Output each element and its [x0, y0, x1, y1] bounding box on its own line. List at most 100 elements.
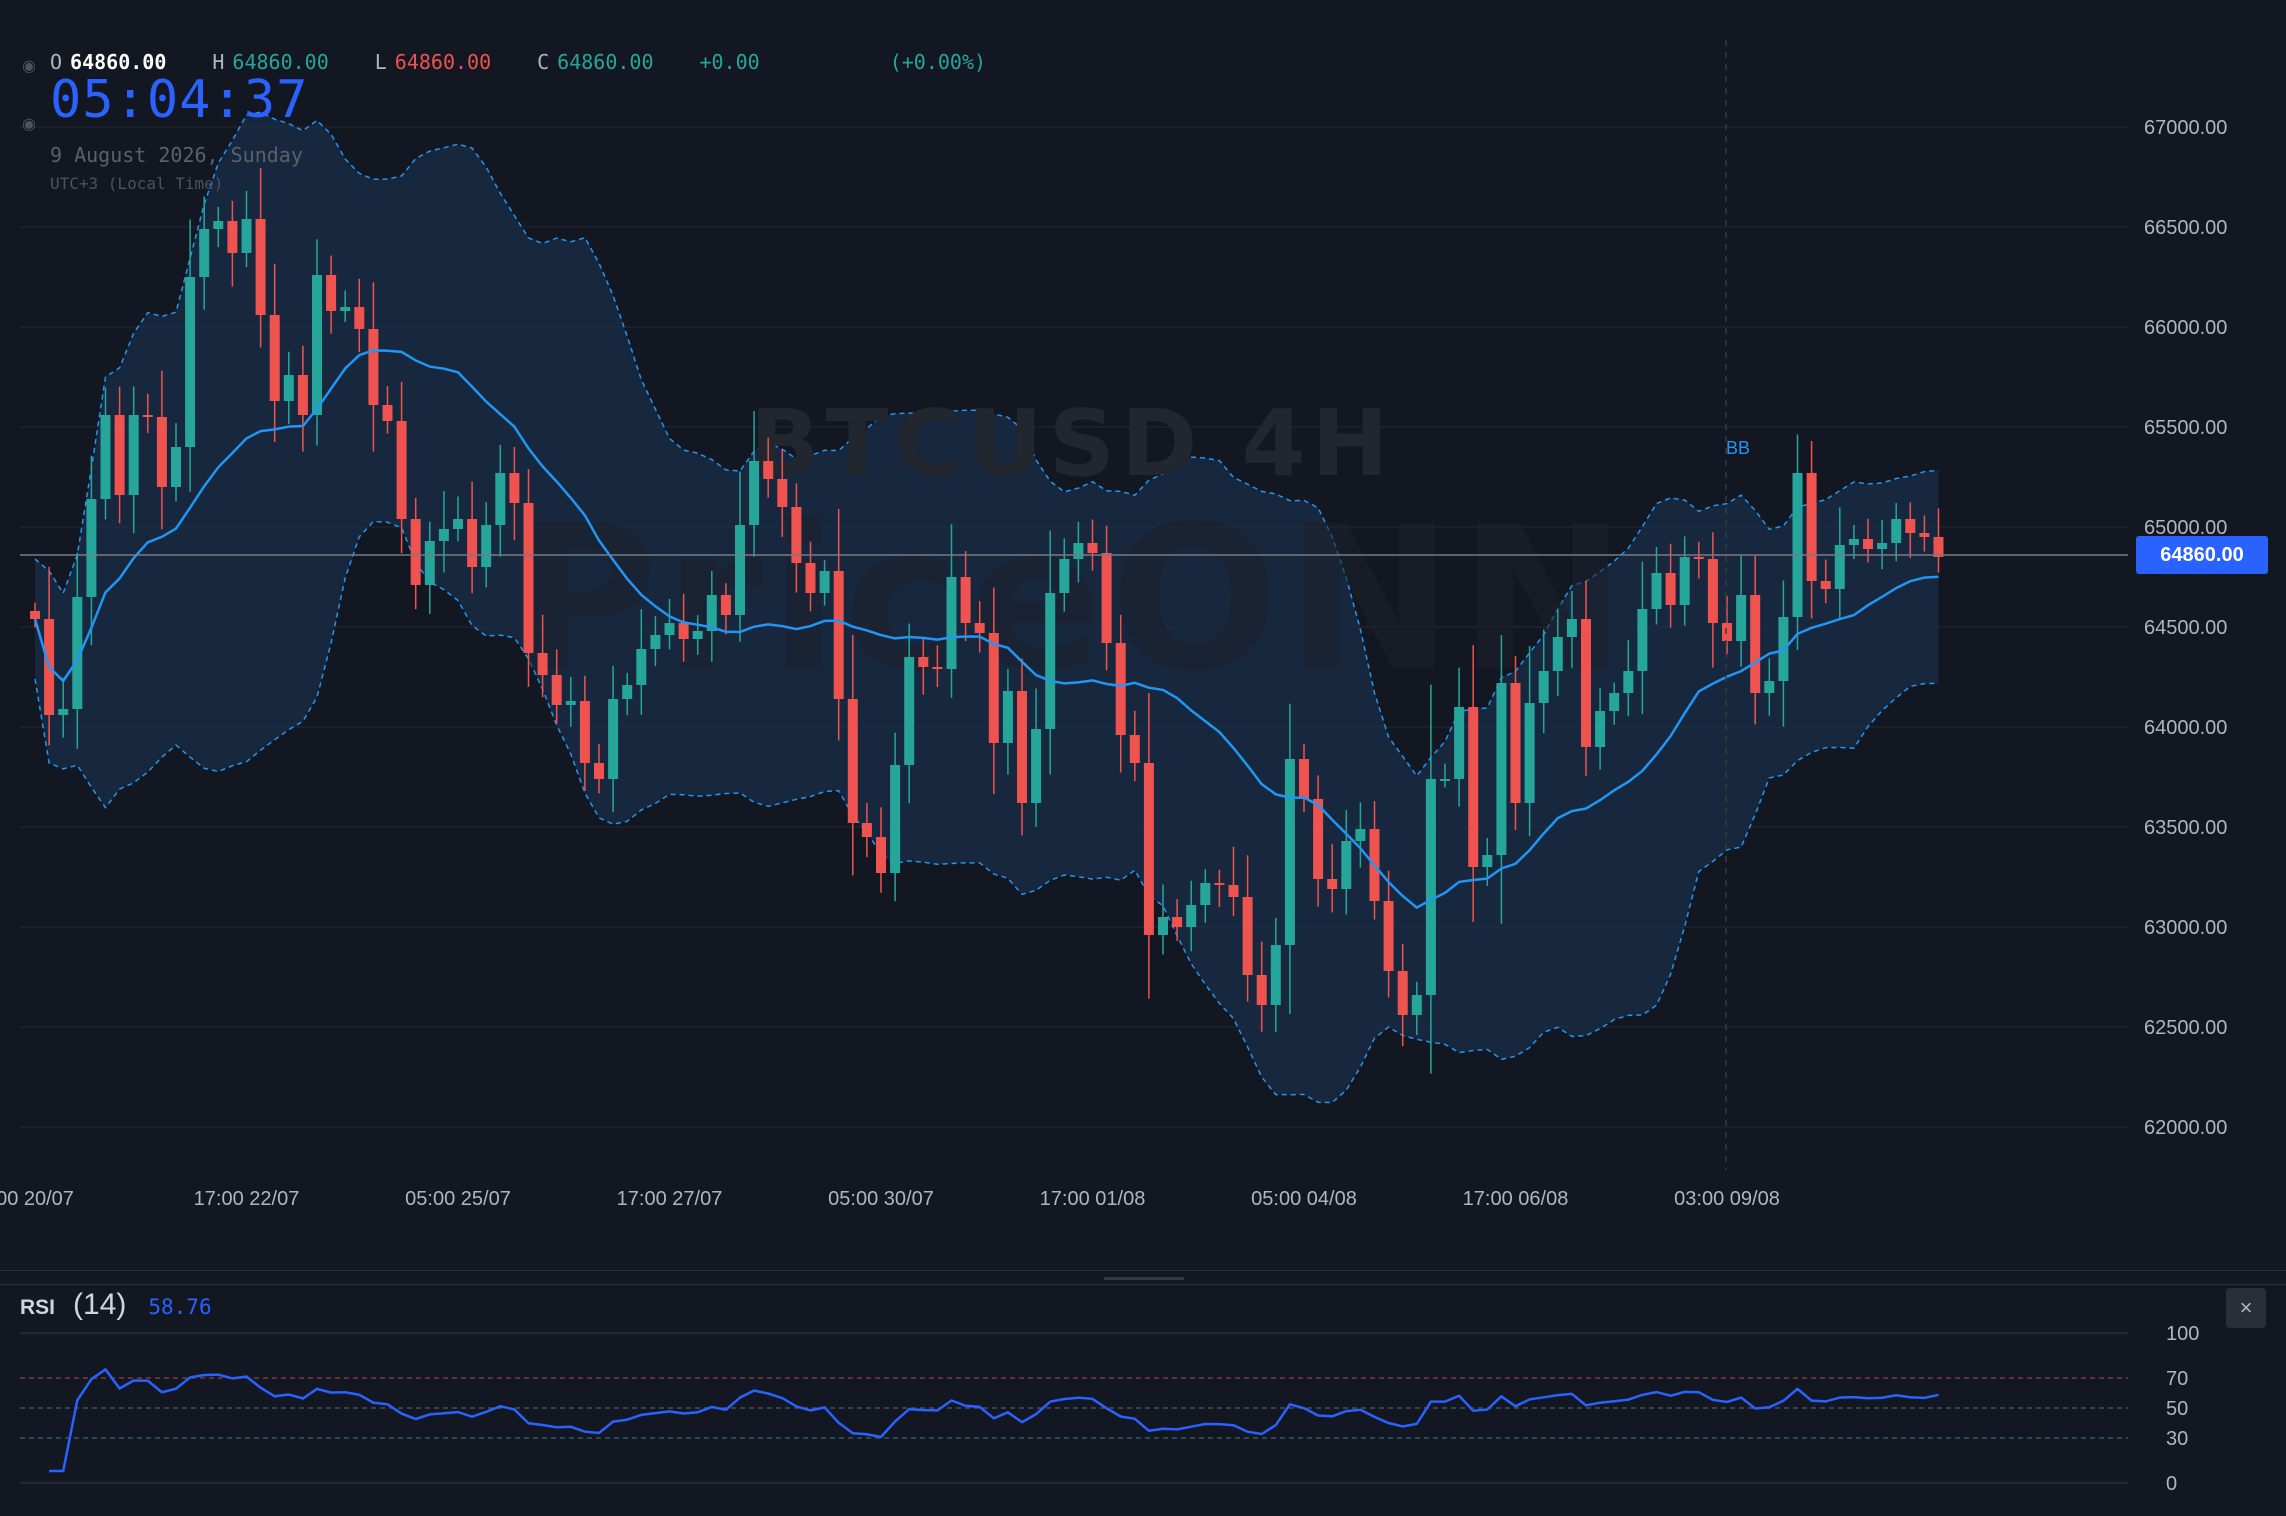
candle-body — [551, 675, 562, 705]
candle-body — [509, 473, 520, 503]
candle-body — [876, 837, 886, 873]
close-value: 64860.00 — [557, 50, 654, 74]
eye-icon[interactable]: ◉ — [22, 58, 36, 75]
price-tick-label: 63000.00 — [2144, 917, 2227, 939]
open-label: O — [50, 50, 63, 74]
high-value: 64860.00 — [232, 50, 329, 74]
rsi-tick-label: 50 — [2166, 1398, 2188, 1420]
candle-body — [1905, 519, 1916, 533]
price-tick-label: 62000.00 — [2144, 1117, 2227, 1139]
ma-line — [33, 349, 1939, 910]
candles — [30, 167, 1944, 1074]
close-icon[interactable]: × — [2226, 1288, 2266, 1328]
price-tick-label: 64500.00 — [2144, 617, 2227, 639]
band-fill — [35, 112, 1939, 1103]
candle-body — [396, 421, 407, 519]
candle-body — [100, 415, 111, 499]
candle-body — [918, 657, 929, 667]
time-tick-label: 17:00 01/08 — [1040, 1188, 1146, 1210]
price-chart[interactable]: BTCUSD 4H PriceONN 67000.00 66500.00 66000… — [0, 0, 2286, 1270]
candle-body — [932, 667, 943, 669]
candle-body — [1877, 543, 1888, 549]
candle-body — [692, 631, 703, 639]
candle-body — [297, 375, 308, 415]
pane-divider[interactable] — [0, 1270, 2286, 1285]
resize-handle[interactable] — [1104, 1277, 1184, 1280]
rsi-title: RSI — [20, 1296, 56, 1319]
clock-date: 9 August 2026, Sunday — [50, 143, 303, 167]
candle-body — [1087, 543, 1098, 553]
time-axis[interactable]: 00 20/07 17:00 22/07 05:00 25/07 17:00 27/0… — [0, 1188, 1780, 1210]
candle-body — [890, 765, 901, 873]
candle-body — [156, 417, 167, 487]
candle-body — [354, 307, 365, 329]
high-label: H — [212, 50, 225, 74]
candle-body — [847, 699, 858, 823]
candle-body — [1736, 595, 1747, 641]
rsi-chart[interactable]: 100 70 50 30 0 — [0, 1285, 2286, 1516]
candle-body — [1440, 779, 1450, 781]
price-tick-label: 66000.00 — [2144, 317, 2227, 339]
candle-body — [1806, 473, 1817, 581]
candle-body — [1609, 693, 1620, 711]
candle-body — [1270, 945, 1281, 1005]
time-tick-label: 17:00 22/07 — [194, 1188, 300, 1210]
candle-body — [438, 529, 449, 541]
candle-body — [1595, 711, 1606, 747]
candle-body — [199, 229, 210, 277]
candle-body — [1891, 519, 1902, 543]
candle-body — [537, 653, 548, 675]
candle-body — [1327, 879, 1338, 889]
price-axis[interactable]: 67000.00 66500.00 66000.00 65500.00 65000.00… — [2144, 117, 2227, 1139]
candle-body — [1073, 543, 1084, 559]
candle-body — [1679, 557, 1690, 605]
candle-body — [1919, 533, 1930, 537]
candle-body — [1834, 545, 1845, 589]
candle-body — [410, 519, 421, 585]
candle-body — [227, 221, 238, 253]
candle-body — [777, 479, 788, 507]
candle-body — [1383, 901, 1394, 971]
bb-label: BB — [1726, 438, 1750, 458]
candle-body — [1101, 553, 1112, 643]
price-tick-label: 62500.00 — [2144, 1017, 2227, 1039]
time-tick-label: 05:00 25/07 — [405, 1188, 511, 1210]
candle-body — [579, 701, 590, 763]
change-percent: (+0.00%) — [889, 50, 987, 74]
rsi-tick-label: 70 — [2166, 1368, 2188, 1390]
eye-icon[interactable]: ◉ — [22, 116, 36, 133]
candle-body — [819, 571, 830, 593]
candle-body — [650, 635, 661, 649]
price-tick-label: 63500.00 — [2144, 817, 2227, 839]
candle-body — [171, 447, 181, 487]
candle-body — [1115, 643, 1126, 735]
time-tick-label: 17:00 06/08 — [1463, 1188, 1569, 1210]
watermark: BTCUSD 4H PriceONN — [512, 390, 1627, 716]
candle-body — [1637, 609, 1648, 671]
rsi-period: (14) — [73, 1288, 127, 1321]
candle-body — [58, 709, 69, 715]
candle-body — [72, 597, 83, 709]
candle-body — [1524, 703, 1535, 803]
candle-body — [1933, 537, 1944, 557]
candle-body — [1031, 729, 1042, 803]
candle-body — [1454, 707, 1465, 779]
candle-body — [749, 461, 760, 525]
time-tick-label: 00 20/07 — [0, 1188, 74, 1210]
time-tick-label: 05:00 30/07 — [828, 1188, 934, 1210]
change-value: +0.00 — [699, 50, 760, 74]
candle-body — [594, 763, 604, 779]
candle-body — [988, 633, 999, 743]
time-tick-label: 05:00 04/08 — [1251, 1188, 1357, 1210]
time-tick-label: 17:00 27/07 — [617, 1188, 723, 1210]
candle-body — [608, 699, 619, 779]
clock-timezone: UTC+3 (Local Time) — [50, 174, 224, 193]
candle-body — [1566, 619, 1577, 637]
candle-body — [114, 415, 125, 495]
candle-body — [1200, 883, 1211, 905]
candle-body — [1397, 971, 1408, 1015]
candle-body — [1242, 897, 1253, 975]
candle-body — [1045, 593, 1056, 729]
candle-body — [1581, 619, 1591, 747]
candle-body — [1411, 995, 1422, 1015]
